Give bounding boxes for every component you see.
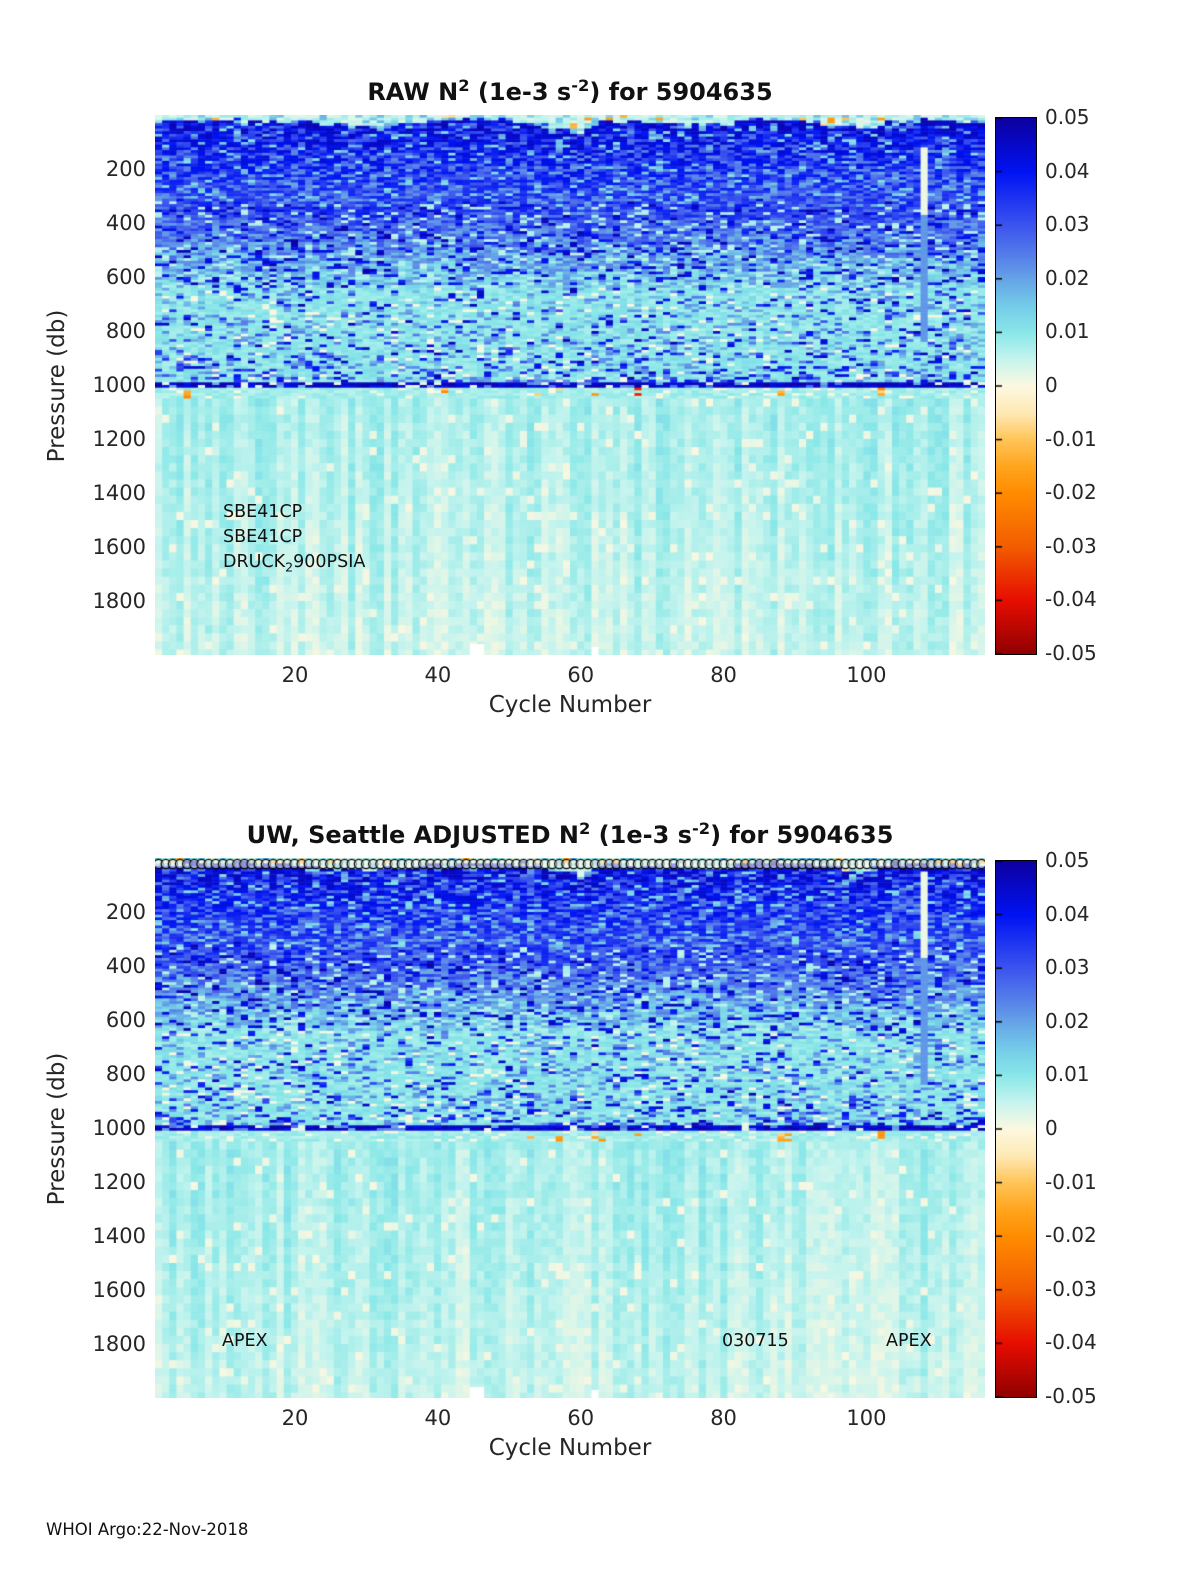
title-segment: ) for 5904635 xyxy=(710,821,894,849)
y-tick-label: 1400 xyxy=(92,481,146,505)
colorbar-tick-label: -0.01 xyxy=(1045,1169,1097,1194)
y-tick-label: 1200 xyxy=(92,1170,146,1194)
x-axis-label: Cycle Number xyxy=(488,1435,652,1461)
title-segment: -2 xyxy=(691,819,711,838)
colorbar-tick-label: 0.03 xyxy=(1045,955,1090,980)
x-axis-label: Cycle Number xyxy=(488,692,652,718)
colorbar-tick-label: 0.01 xyxy=(1045,319,1090,344)
colorbar-tick-label: 0.04 xyxy=(1045,158,1090,183)
colorbar-tick-label: 0.02 xyxy=(1045,1008,1090,1033)
colorbar-tick-label: -0.04 xyxy=(1045,587,1097,612)
colorbar-tick-label: -0.01 xyxy=(1045,426,1097,451)
config-number: 030715 xyxy=(722,1331,789,1351)
title-segment: 2 xyxy=(578,819,591,838)
colorbar-tick-label: 0 xyxy=(1045,373,1058,397)
y-tick-label: 800 xyxy=(105,1062,146,1086)
annotation-segment: SBE41CP xyxy=(223,502,303,522)
annotation-segment: 2 xyxy=(285,559,294,575)
y-tick-label: 200 xyxy=(105,157,146,181)
y-tick-label: 1000 xyxy=(92,373,146,397)
colorbar-tick-label: -0.02 xyxy=(1045,1223,1097,1248)
y-tick-label: 1800 xyxy=(92,589,146,613)
colorbar-tick-label: -0.05 xyxy=(1045,641,1097,665)
platform-label-left: APEX xyxy=(222,1331,268,1351)
y-tick-label: 1600 xyxy=(92,1278,146,1302)
x-tick-label: 20 xyxy=(281,663,309,687)
y-tick-label: 600 xyxy=(105,1008,146,1032)
x-tick-label: 40 xyxy=(424,663,452,687)
raw-heatmap-canvas xyxy=(155,115,985,655)
title-segment: RAW N xyxy=(367,78,459,106)
colorbar-tick-label: -0.03 xyxy=(1045,1276,1097,1301)
colorbar-tick-label: -0.02 xyxy=(1045,480,1097,505)
colorbar-tick-label: -0.03 xyxy=(1045,533,1097,558)
platform-label-right: APEX xyxy=(886,1331,932,1351)
annotation-segment: APEX xyxy=(222,1331,268,1351)
colorbar-tick-label: 0.03 xyxy=(1045,212,1090,237)
raw-plot-title: RAW N2 (1e-3 s-2) for 5904635 xyxy=(155,76,985,106)
y-tick-label: 1200 xyxy=(92,427,146,451)
x-tick-label: 40 xyxy=(424,1406,452,1430)
title-segment: (1e-3 s xyxy=(590,821,692,849)
y-tick-label: 800 xyxy=(105,319,146,343)
sensor-label-1: SBE41CP xyxy=(223,502,302,522)
x-tick-label: 100 xyxy=(846,1406,887,1430)
colorbar-tick-label: 0.02 xyxy=(1045,265,1090,290)
y-tick-label: 1000 xyxy=(92,1116,146,1140)
x-tick-label: 20 xyxy=(281,1406,309,1430)
colorbar-tick-label: -0.04 xyxy=(1045,1330,1097,1355)
annotation-segment: APEX xyxy=(886,1331,932,1351)
title-segment: UW, Seattle ADJUSTED N xyxy=(246,821,579,849)
footer-credit: WHOI Argo:22-Nov-2018 xyxy=(46,1520,249,1539)
title-segment: 2 xyxy=(458,76,470,95)
y-tick-label: 1800 xyxy=(92,1332,146,1356)
x-tick-label: 60 xyxy=(567,1406,595,1430)
colorbar-tick-label: 0.05 xyxy=(1045,848,1090,872)
y-tick-label: 400 xyxy=(105,211,146,235)
title-segment: ) for 5904635 xyxy=(589,78,773,106)
adjusted-heatmap-canvas xyxy=(155,858,985,1398)
x-tick-label: 60 xyxy=(567,663,595,687)
colorbar-tick-label: -0.05 xyxy=(1045,1384,1097,1408)
x-tick-label: 80 xyxy=(710,663,737,687)
annotation-segment: SBE41CP xyxy=(223,527,303,547)
adjusted-colorbar-canvas xyxy=(995,860,1037,1398)
y-tick-label: 400 xyxy=(105,954,146,978)
title-segment: (1e-3 s xyxy=(469,78,572,106)
title-segment: -2 xyxy=(571,76,590,95)
y-tick-label: 200 xyxy=(105,900,146,924)
x-tick-label: 80 xyxy=(710,1406,737,1430)
colorbar-tick-label: 0 xyxy=(1045,1116,1058,1140)
colorbar-tick-label: 0.04 xyxy=(1045,901,1090,926)
y-tick-label: 1600 xyxy=(92,535,146,559)
y-tick-label: 600 xyxy=(105,265,146,289)
sensor-label-3: DRUCK2900PSIA xyxy=(223,552,365,575)
raw-colorbar-canvas xyxy=(995,117,1037,655)
annotation-segment: 030715 xyxy=(722,1331,789,1351)
raw-n2-figure: RAW N2 (1e-3 s-2) for 5904635 Pressure (… xyxy=(0,0,1200,743)
y-tick-label: 1400 xyxy=(92,1224,146,1248)
colorbar-tick-label: 0.01 xyxy=(1045,1062,1090,1087)
sensor-label-2: SBE41CP xyxy=(223,527,302,547)
x-tick-label: 100 xyxy=(846,663,887,687)
colorbar-tick-label: 0.05 xyxy=(1045,105,1090,129)
annotation-segment: DRUCK xyxy=(223,552,286,572)
annotation-segment: 900PSIA xyxy=(293,552,366,572)
adjusted-n2-figure: UW, Seattle ADJUSTED N2 (1e-3 s-2) for 5… xyxy=(0,743,1200,1486)
adjusted-plot-title: UW, Seattle ADJUSTED N2 (1e-3 s-2) for 5… xyxy=(155,819,985,849)
